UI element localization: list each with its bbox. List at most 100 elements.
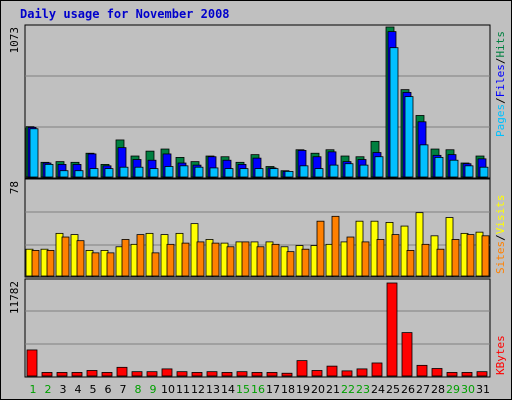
pages-bar bbox=[29, 128, 39, 178]
pages-bar bbox=[269, 168, 279, 178]
x-tick-label: 7 bbox=[120, 383, 127, 396]
legend-kbytes: KBytes bbox=[494, 335, 507, 375]
kbytes-bar bbox=[56, 372, 68, 377]
x-tick-label: 22 bbox=[341, 383, 355, 396]
x-tick-label: 18 bbox=[281, 383, 295, 396]
x-axis-ticks: 1 2 3 4 5 6 7 8 9 10 11 12 13 14 15 16 17 18 19 20 21 22 23 24 2… bbox=[30, 383, 491, 396]
pages-bar bbox=[344, 163, 354, 178]
legend-visits: Visits bbox=[494, 195, 507, 235]
sites-bar bbox=[61, 236, 70, 277]
x-tick-label: 24 bbox=[371, 383, 385, 396]
pages-bar bbox=[74, 170, 84, 178]
visits-legend: Sites/Visits bbox=[494, 195, 507, 275]
sites-bar bbox=[211, 242, 220, 277]
kbytes-bar bbox=[371, 362, 383, 377]
sites-bar bbox=[331, 215, 340, 277]
legend-pages: Pages bbox=[494, 104, 507, 137]
sites-bar bbox=[316, 220, 325, 277]
x-tick-label: 14 bbox=[221, 383, 235, 396]
kbytes-bar bbox=[26, 349, 38, 377]
sites-bar bbox=[451, 239, 460, 277]
x-tick-label: 16 bbox=[251, 383, 265, 396]
legend-sites: Sites bbox=[494, 241, 507, 274]
x-tick-label: 6 bbox=[105, 383, 112, 396]
pages-bar bbox=[449, 159, 459, 178]
x-tick-label: 30 bbox=[461, 383, 475, 396]
kbytes-legend: KBytes bbox=[494, 335, 507, 375]
x-tick-label: 4 bbox=[75, 383, 82, 396]
pages-bar bbox=[134, 166, 144, 178]
x-tick-label: 5 bbox=[90, 383, 97, 396]
x-tick-label: 10 bbox=[161, 383, 175, 396]
x-tick-label: 11 bbox=[176, 383, 190, 396]
x-tick-label: 13 bbox=[206, 383, 220, 396]
legend-files: Files bbox=[494, 64, 507, 97]
kbytes-bar bbox=[251, 372, 263, 377]
sites-bar bbox=[421, 243, 430, 277]
pages-bar bbox=[164, 166, 174, 178]
x-tick-label: 31 bbox=[476, 383, 490, 396]
sites-bar bbox=[106, 252, 115, 277]
pages-bar bbox=[464, 165, 474, 178]
legend-slash: / bbox=[494, 58, 507, 65]
kbytes-bar bbox=[236, 371, 248, 377]
hits-bars bbox=[25, 26, 489, 178]
kbytes-bar bbox=[221, 372, 233, 377]
sites-bar bbox=[181, 242, 190, 277]
x-tick-label: 17 bbox=[266, 383, 280, 396]
kbytes-bar bbox=[131, 371, 143, 377]
kbytes-bar bbox=[101, 372, 113, 377]
sites-bar bbox=[31, 250, 40, 277]
hits-legend: Pages/Files/Hits bbox=[494, 31, 507, 137]
kbytes-ymax-label: 11782 bbox=[8, 281, 21, 314]
kbytes-bar bbox=[326, 365, 338, 377]
chart-title: Daily usage for November 2008 bbox=[20, 7, 230, 21]
x-tick-label: 8 bbox=[135, 383, 142, 396]
sites-bar bbox=[376, 239, 385, 277]
sites-bar bbox=[361, 241, 370, 277]
pages-bar bbox=[179, 165, 189, 178]
legend-hits: Hits bbox=[494, 31, 507, 58]
kbytes-bars bbox=[26, 282, 488, 377]
kbytes-bar bbox=[116, 366, 128, 377]
kbytes-bar bbox=[476, 371, 488, 377]
sites-bar bbox=[301, 248, 310, 277]
pages-bar bbox=[359, 164, 369, 178]
sites-bar bbox=[121, 239, 130, 277]
x-tick-label: 21 bbox=[326, 383, 340, 396]
sites-bar bbox=[391, 234, 400, 277]
pages-bar bbox=[389, 47, 399, 178]
kbytes-panel bbox=[24, 278, 491, 378]
x-tick-label: 29 bbox=[446, 383, 460, 396]
kbytes-bar bbox=[446, 372, 458, 377]
pages-bar bbox=[104, 168, 114, 178]
sites-bar bbox=[406, 250, 415, 277]
x-tick-label: 19 bbox=[296, 383, 310, 396]
x-tick-label: 20 bbox=[311, 383, 325, 396]
legend-slash: / bbox=[494, 234, 507, 241]
kbytes-bar bbox=[356, 368, 368, 377]
pages-bar bbox=[284, 171, 294, 178]
pages-bar bbox=[44, 164, 54, 178]
kbytes-bar bbox=[206, 371, 218, 377]
kbytes-bar bbox=[401, 332, 413, 377]
kbytes-bar bbox=[41, 372, 53, 377]
pages-bar bbox=[149, 168, 159, 178]
pages-bar bbox=[89, 168, 99, 178]
sites-bar bbox=[91, 252, 100, 277]
x-tick-label: 3 bbox=[60, 383, 67, 396]
kbytes-bar bbox=[386, 282, 398, 377]
pages-bar bbox=[239, 168, 249, 178]
kbytes-bar bbox=[86, 370, 98, 377]
sites-bar bbox=[466, 234, 475, 277]
pages-bar bbox=[419, 144, 429, 178]
sites-bar bbox=[76, 240, 85, 277]
kbytes-bar bbox=[176, 371, 188, 377]
sites-bar bbox=[256, 246, 265, 277]
visits-ymax-label: 78 bbox=[8, 181, 21, 194]
sites-bar bbox=[151, 252, 160, 277]
kbytes-bar bbox=[296, 360, 308, 377]
pages-bar bbox=[194, 166, 204, 178]
hits-ymax-label: 1073 bbox=[8, 27, 21, 54]
